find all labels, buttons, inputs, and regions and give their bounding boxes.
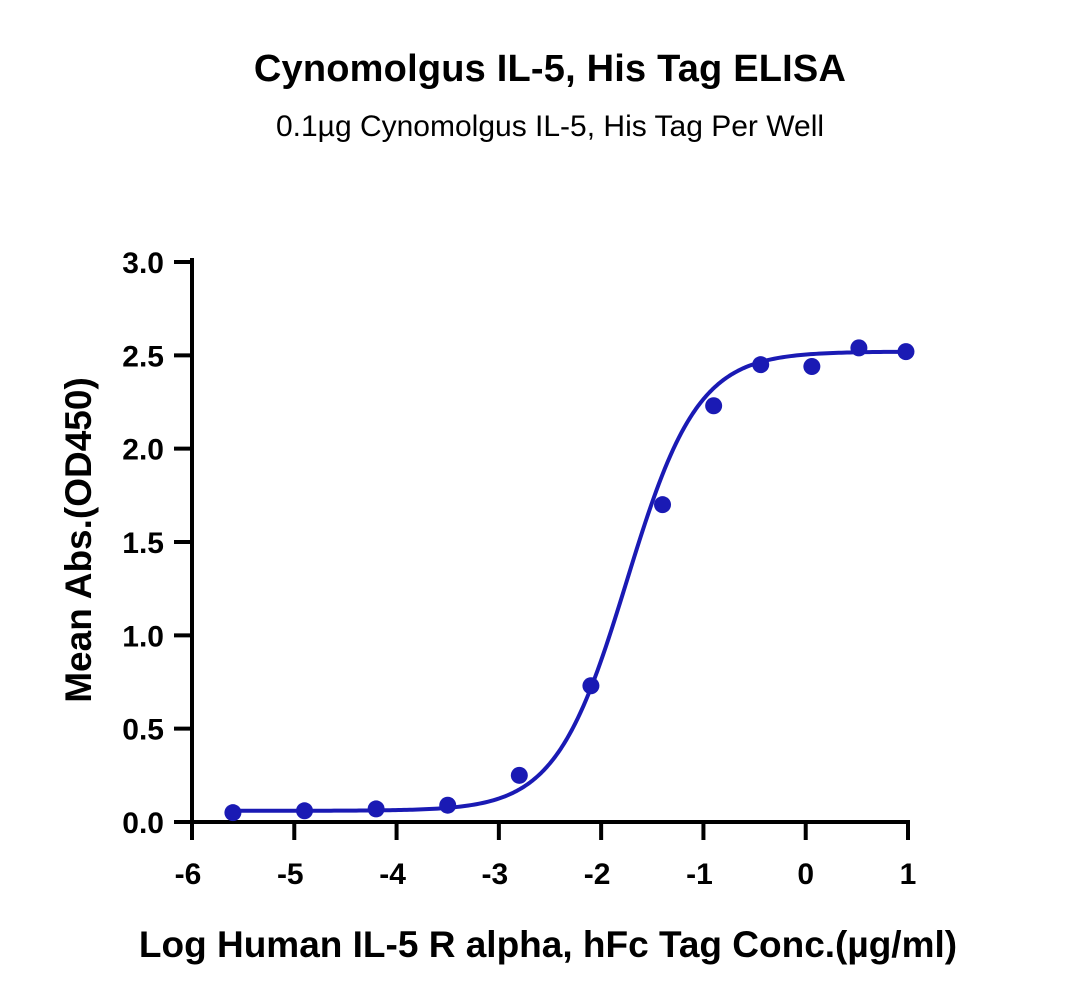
data-point [803,358,821,376]
data-point [582,677,600,695]
data-point [439,796,457,814]
x-tick-label: 1 [900,858,917,891]
data-point [296,802,314,820]
chart-subtitle: 0.1µg Cynomolgus IL-5, His Tag Per Well [275,110,825,143]
data-point [654,496,672,514]
data-point [510,766,528,784]
y-tick-label: 0.0 [122,807,164,840]
data-point [705,397,723,415]
x-tick-label: -3 [482,858,509,891]
chart-title: Cynomolgus IL-5, His Tag ELISA [253,48,847,90]
data-point [752,356,770,374]
data-point [367,800,385,818]
data-point [850,339,868,357]
y-tick-label: 1.0 [122,620,164,653]
axes [174,258,910,824]
data-points [224,339,915,822]
fit-curve [230,349,908,813]
x-tick-label: 0 [797,858,814,891]
x-tick-label: -1 [686,858,713,891]
data-point [224,804,242,822]
x-tick-label: -4 [379,858,406,891]
x-tick-label: -2 [584,858,611,891]
x-tick-label: -5 [277,858,304,891]
y-tick-label: 3.0 [122,247,164,280]
x-tick-label: -6 [175,858,202,891]
y-tick-label: 0.5 [122,714,164,747]
y-tick-label: 2.5 [122,340,164,373]
x-axis-title: Log Human IL-5 R alpha, hFc Tag Conc.(µg… [139,924,957,965]
data-point [897,343,915,361]
y-tick-label: 1.5 [122,527,164,560]
y-tick-label: 2.0 [122,434,164,467]
ticks: 0.0 0.5 1.0 1.5 2.0 2.5 3.0 -6 -5 -4 -3 -2 -1 0 1 [122,247,916,891]
y-axis-title: Mean Abs.(OD450) [58,377,99,703]
